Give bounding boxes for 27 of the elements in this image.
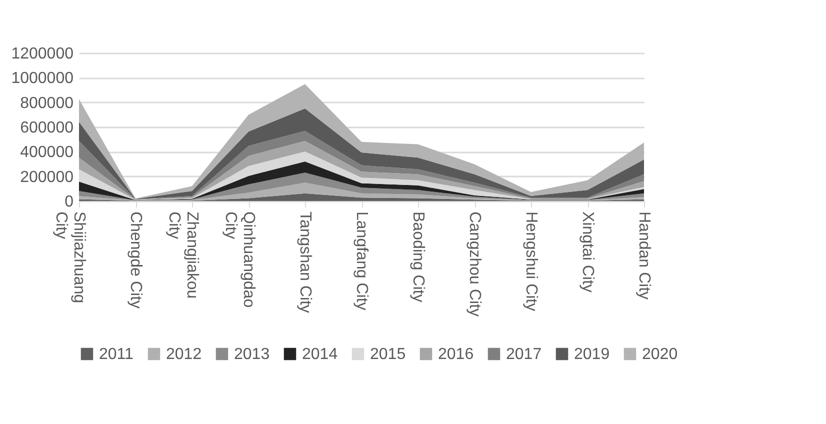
legend-label: 2015 xyxy=(370,346,406,363)
y-tick-label: 1200000 xyxy=(11,46,74,62)
y-tick-label: 400000 xyxy=(20,144,74,162)
x-tick-label: Qinhuangdao City xyxy=(222,212,257,308)
y-tick-label: 800000 xyxy=(20,94,74,112)
x-tick-label: Handan City xyxy=(636,212,652,300)
legend-label: 2014 xyxy=(302,346,338,363)
legend-label: 2011 xyxy=(99,346,134,363)
legend-label: 2017 xyxy=(506,346,542,363)
x-tick-label: Langfang City xyxy=(353,212,370,310)
x-tick-label: Xingtai City xyxy=(579,212,596,292)
y-tick-label: 1000000 xyxy=(11,70,74,88)
x-tick-label: Chengde City xyxy=(127,212,144,308)
x-tick-label: Zhangjiakou City xyxy=(166,212,200,299)
x-tick-label: Cangzhou City xyxy=(466,212,483,316)
y-tick-label: 0 xyxy=(64,194,74,210)
legend-label: 2019 xyxy=(574,346,610,363)
x-tick-label: Hengshui City xyxy=(522,212,540,312)
legend-label: 2013 xyxy=(234,346,270,363)
y-tick-label: 200000 xyxy=(20,168,74,186)
legend-label: 2016 xyxy=(438,346,474,363)
x-tick-label: Tangshan City xyxy=(296,212,314,313)
y-tick-label: 600000 xyxy=(20,120,74,136)
legend-label: 2012 xyxy=(166,346,202,363)
x-tick-label: Baoding City xyxy=(410,212,426,302)
legend-label: 2020 xyxy=(642,346,678,363)
x-tick-label: Shijiazhuang City xyxy=(52,212,88,304)
